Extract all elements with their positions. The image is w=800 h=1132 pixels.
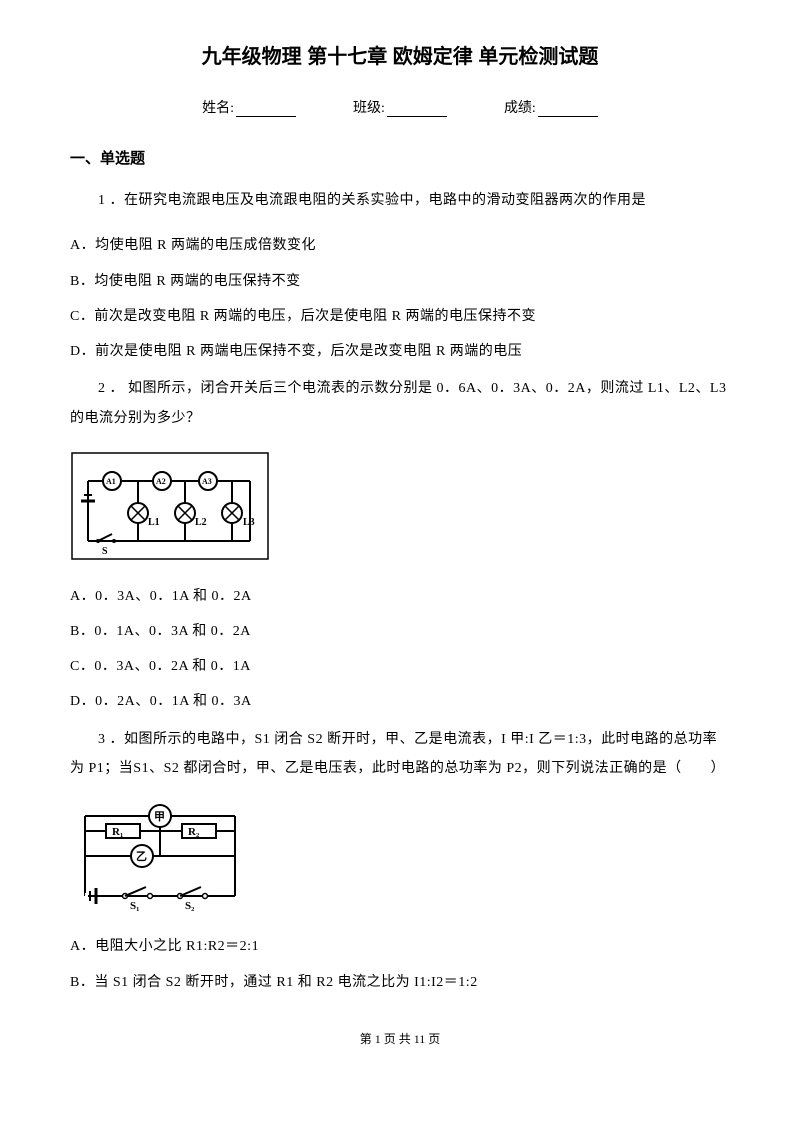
name-blank[interactable] bbox=[236, 103, 296, 117]
q1-optD: D．前次是使电阻 R 两端电压保持不变，后次是改变电阻 R 两端的电压 bbox=[70, 339, 730, 364]
svg-text:S₁: S₁ bbox=[130, 900, 139, 911]
svg-text:S₂: S₂ bbox=[185, 900, 195, 911]
switch-label: S bbox=[102, 546, 108, 557]
svg-text:A3: A3 bbox=[202, 477, 212, 486]
q2-optC: C．0．3A、0．2A 和 0．1A bbox=[70, 654, 730, 679]
q2-optB: B．0．1A、0．3A 和 0．2A bbox=[70, 619, 730, 644]
svg-text:R₁: R₁ bbox=[112, 826, 123, 838]
score-label: 成绩: bbox=[504, 101, 536, 116]
q3-optA: A．电阻大小之比 R1:R2＝2:1 bbox=[70, 934, 730, 959]
svg-text:L3: L3 bbox=[243, 517, 255, 528]
class-blank[interactable] bbox=[387, 103, 447, 117]
q3-optB: B．当 S1 闭合 S2 断开时，通过 R1 和 R2 电流之比为 I1:I2＝… bbox=[70, 970, 730, 995]
class-label: 班级: bbox=[353, 101, 385, 116]
q3-text: 3 ．如图所示的电路中，S1 闭合 S2 断开时，甲、乙是电流表，I 甲:I 乙… bbox=[70, 725, 730, 784]
svg-text:R₂: R₂ bbox=[188, 826, 200, 838]
q3-circuit-diagram: R₁ R₂ 甲 乙 S₁ S₂ bbox=[70, 801, 730, 916]
svg-text:A2: A2 bbox=[156, 477, 166, 486]
q2-optD: D．0．2A、0．1A 和 0．3A bbox=[70, 689, 730, 714]
info-line: 姓名: 班级: 成绩: bbox=[70, 97, 730, 117]
q1-optC: C．前次是改变电阻 R 两端的电压，后次是使电阻 R 两端的电压保持不变 bbox=[70, 304, 730, 329]
svg-text:L2: L2 bbox=[195, 517, 207, 528]
svg-text:乙: 乙 bbox=[136, 850, 147, 863]
svg-text:L1: L1 bbox=[148, 517, 160, 528]
page-title: 九年级物理 第十七章 欧姆定律 单元检测试题 bbox=[70, 40, 730, 69]
section-head-1: 一、单选题 bbox=[70, 147, 730, 168]
page-footer: 第 1 页 共 11 页 bbox=[70, 1030, 730, 1047]
q1-optB: B．均使电阻 R 两端的电压保持不变 bbox=[70, 269, 730, 294]
q1-optA: A．均使电阻 R 两端的电压成倍数变化 bbox=[70, 233, 730, 258]
q1-text: 1 ．在研究电流跟电压及电流跟电阻的关系实验中，电路中的滑动变阻器两次的作用是 bbox=[70, 186, 730, 215]
q2-text: 2 ． 如图所示，闭合开关后三个电流表的示数分别是 0．6A、0．3A、0．2A… bbox=[70, 374, 730, 433]
svg-text:A1: A1 bbox=[106, 477, 116, 486]
score-blank[interactable] bbox=[538, 103, 598, 117]
svg-text:甲: 甲 bbox=[154, 810, 165, 823]
name-label: 姓名: bbox=[202, 101, 234, 116]
q2-circuit-diagram: S A1 A2 A3 L1 L2 L3 bbox=[70, 451, 730, 566]
q2-optA: A．0．3A、0．1A 和 0．2A bbox=[70, 584, 730, 609]
